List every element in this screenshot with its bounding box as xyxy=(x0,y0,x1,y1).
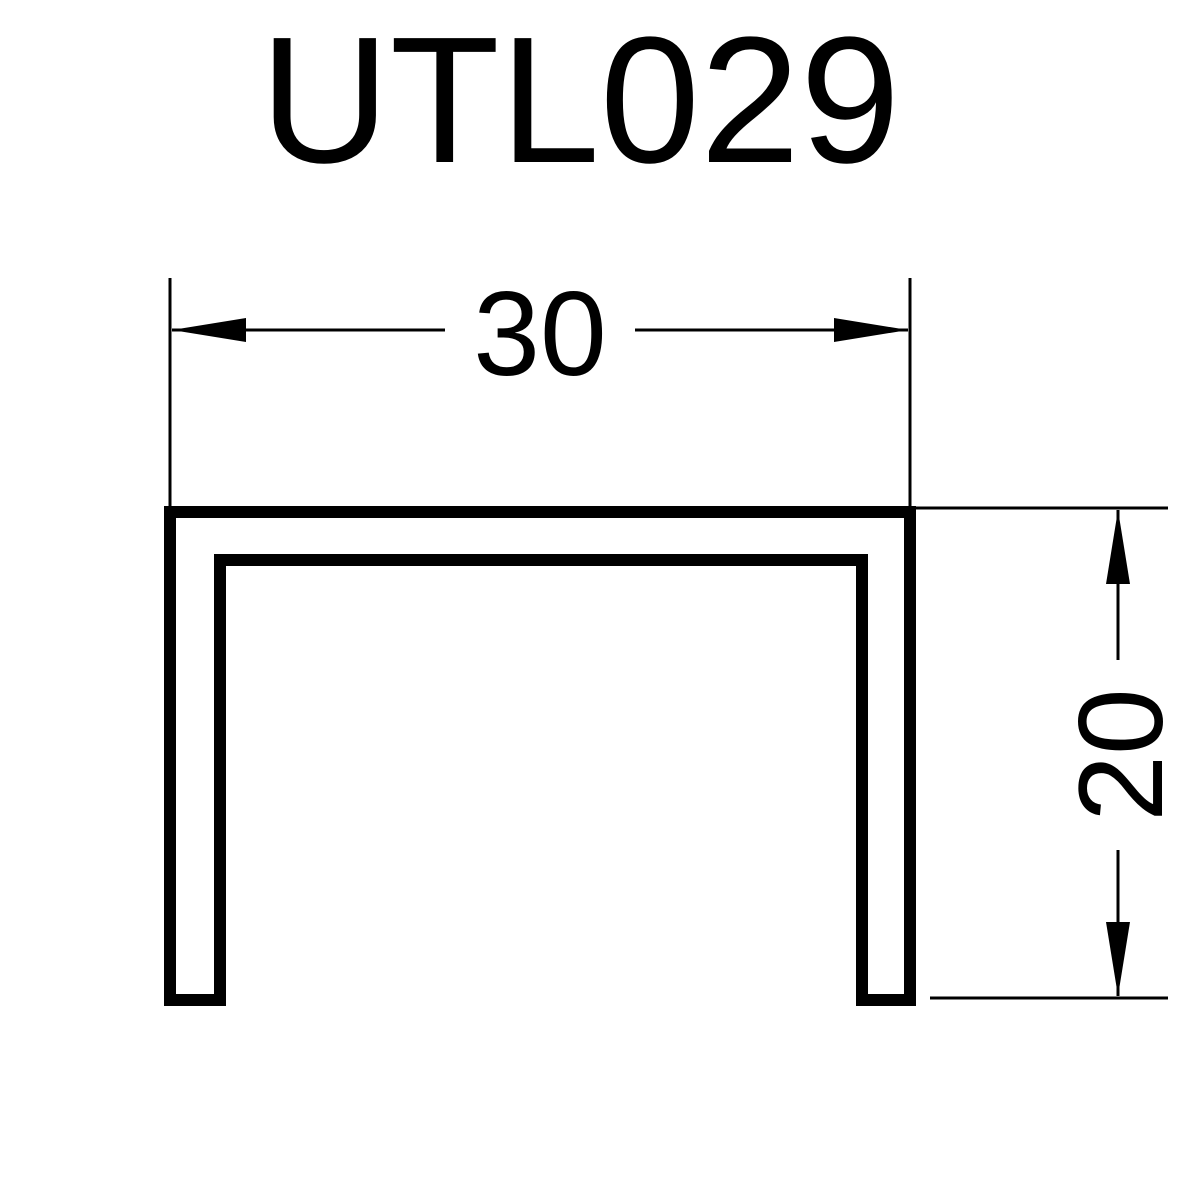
part-number-title: UTL029 xyxy=(260,0,900,201)
u-channel-profile xyxy=(164,506,916,1006)
height-arrow-bottom xyxy=(1106,922,1130,996)
width-arrow-right xyxy=(834,318,908,342)
width-arrow-left xyxy=(172,318,246,342)
height-dimension-label: 20 xyxy=(1054,688,1188,821)
height-arrow-top xyxy=(1106,510,1130,584)
width-dimension-label: 30 xyxy=(473,267,606,401)
